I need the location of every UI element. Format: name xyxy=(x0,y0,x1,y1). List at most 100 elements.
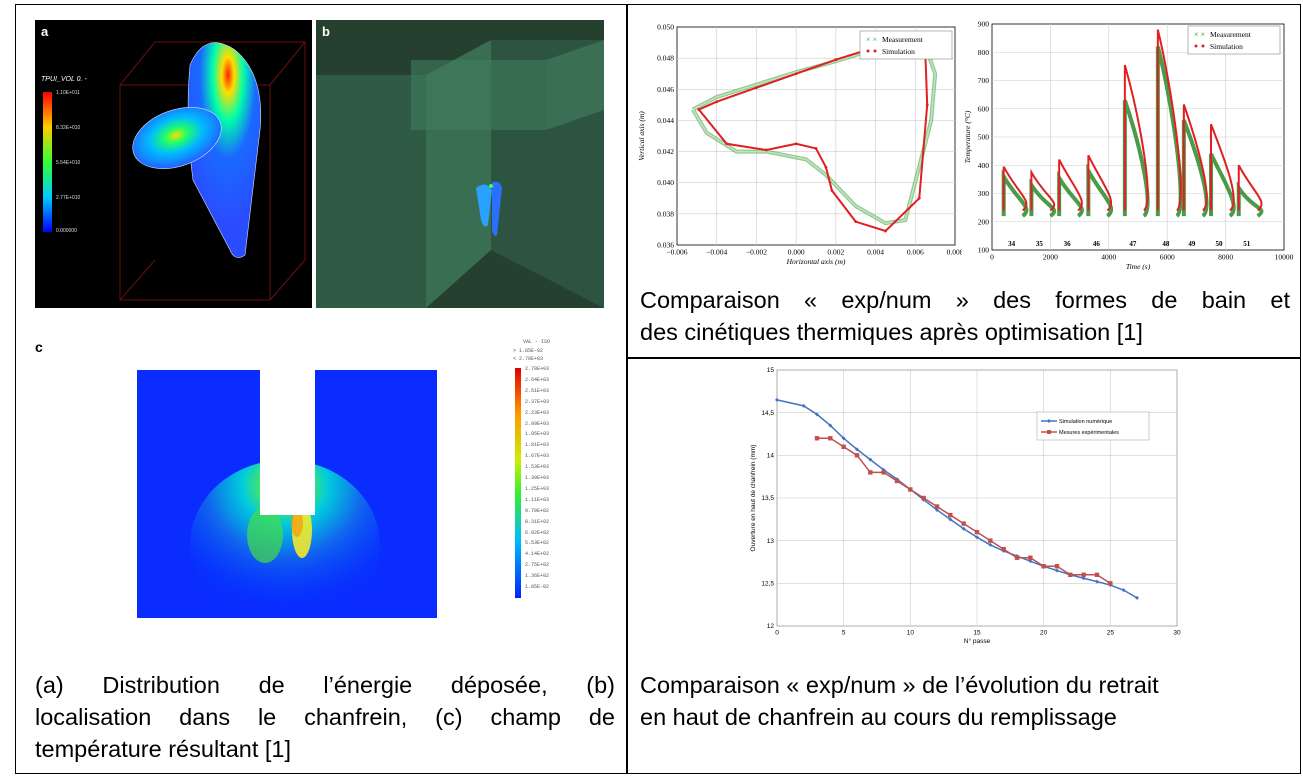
x-tick-label: 0.008 xyxy=(947,248,962,257)
pass-label: 46 xyxy=(1093,240,1101,248)
legend-box xyxy=(859,30,953,60)
x-tick-label: 10000 xyxy=(1275,253,1294,262)
measurement-point xyxy=(908,487,913,492)
simulation-point xyxy=(925,103,929,107)
simulation-point xyxy=(794,72,798,76)
legend-label: Simulation xyxy=(882,47,915,56)
simulation-point xyxy=(828,423,833,428)
panel-c-legend-value: 8.31E+02 xyxy=(525,518,550,525)
panel-c-legend-value: 2.23E+03 xyxy=(525,409,550,416)
x-tick-label: 0.004 xyxy=(867,248,884,257)
pass-label: 48 xyxy=(1162,240,1170,248)
y-tick-label: 14,5 xyxy=(761,410,774,417)
x-tick-label: 2000 xyxy=(1043,253,1058,262)
panel-c-temperature-field: c VAL - ISO > 1.85E-02 < 2.78E+03 2.78E+… xyxy=(35,335,615,625)
row-divider xyxy=(627,357,1301,359)
legend-label: Simulation xyxy=(1210,42,1243,51)
simulation-point xyxy=(824,165,828,169)
plot-area xyxy=(676,26,956,246)
y-tick-label: 700 xyxy=(978,76,990,85)
panel-c-legend-value: 1.67E+03 xyxy=(525,453,550,460)
x-tick-label: 5 xyxy=(842,630,846,637)
simulation-point xyxy=(917,196,921,200)
y-tick-label: 900 xyxy=(978,20,990,29)
x-tick-label: 10 xyxy=(907,630,915,637)
panel-c-legend-value: 1.25E+03 xyxy=(525,485,550,492)
x-tick-label: 30 xyxy=(1173,630,1181,637)
caption-left-line: localisation dans le chanfrein, (c) cham… xyxy=(35,704,615,730)
simulation-point xyxy=(1135,595,1139,600)
panel-c-legend-value: 2.51E+03 xyxy=(525,387,550,394)
measurement-point xyxy=(988,538,993,543)
y-tick-label: 12 xyxy=(767,623,775,630)
y-tick-label: 0.050 xyxy=(657,23,674,32)
y-tick-label: 100 xyxy=(978,246,990,255)
measurement-point xyxy=(1108,581,1113,586)
caption-right-bottom-line: Comparaison « exp/num » de l’évolution d… xyxy=(640,672,1159,698)
y-tick-label: 0.048 xyxy=(657,54,674,63)
measurement-point xyxy=(1068,572,1073,577)
x-axis-label: Horizontal axis (m) xyxy=(786,257,846,266)
legend-label: Simulation numérique xyxy=(1059,419,1112,425)
panel-c-legend-value: 1.53E+03 xyxy=(525,464,550,471)
simulation-point xyxy=(697,108,701,111)
y-tick-label: 13 xyxy=(767,538,775,545)
legend-marker xyxy=(866,49,870,53)
x-tick-label: 6000 xyxy=(1160,253,1175,262)
panel-c-legend-value: 5.53E+02 xyxy=(525,540,550,547)
measurement-point xyxy=(894,478,900,484)
panel-c-legend-value: 6.92E+02 xyxy=(525,529,550,536)
simulation-point xyxy=(755,86,758,90)
measurement-point xyxy=(1001,547,1006,552)
x-tick-label: −0.006 xyxy=(666,248,687,257)
panel-c-legend-value: 1.39E+03 xyxy=(525,475,550,481)
panel-a-color-scale xyxy=(43,92,52,232)
x-tick-label: 0 xyxy=(990,253,994,262)
panel-c-legend-value: 1.11E+03 xyxy=(525,496,550,503)
simulation-point xyxy=(725,142,729,146)
simulation-point xyxy=(830,189,834,192)
panel-c-legend-header: < 2.78E+03 xyxy=(513,356,544,362)
y-tick-label: 15 xyxy=(767,367,775,374)
panel-c-legend-value: 1.95E+03 xyxy=(525,431,550,438)
y-axis-label: Temperature (°C) xyxy=(963,110,972,163)
simulation-point xyxy=(948,517,953,522)
simulation-point xyxy=(814,147,818,150)
caption-right-top-line: des cinétiques thermiques après optimisa… xyxy=(640,319,1143,345)
pass-label: 51 xyxy=(1243,240,1251,248)
x-tick-label: −0.002 xyxy=(746,248,767,257)
panel-b-label: b xyxy=(322,24,330,39)
panel-c-legend-value: 1.36E+02 xyxy=(525,573,550,580)
y-tick-label: 0.036 xyxy=(657,241,674,250)
y-tick-label: 0.044 xyxy=(657,116,674,125)
y-tick-label: 600 xyxy=(978,104,990,113)
simulation-point xyxy=(1095,579,1099,584)
panel-a-title: TPUI_VOL 0. - xyxy=(41,76,87,83)
chart-thermal-kinetics: 0 2000 4000 6000 8000 10000 100 200 300 400 500 600… xyxy=(963,20,1294,270)
panel-c-legend-value: 9.70E+02 xyxy=(525,507,550,514)
pass-label: 36 xyxy=(1064,240,1072,248)
measurement-point xyxy=(1054,564,1060,569)
simulation-point xyxy=(935,507,939,512)
x-tick-label: 20 xyxy=(1040,630,1048,637)
legend-label: Measurement xyxy=(882,35,924,44)
panel-c-render xyxy=(137,368,521,625)
simulation-point xyxy=(975,535,979,540)
y-tick-label: 800 xyxy=(978,48,990,57)
simulation-point xyxy=(1081,576,1086,581)
x-tick-label: −0.004 xyxy=(706,248,727,257)
panel-b-render xyxy=(316,20,604,308)
measurement-line xyxy=(1001,46,1264,218)
panel-b-localisation: b xyxy=(316,20,604,308)
panel-a-energy-distribution: a TPUI_VOL 0. - 1.10E+011 8.32E+010 5.54… xyxy=(35,20,312,308)
simulation-point xyxy=(834,58,838,62)
legend-marker xyxy=(1194,44,1198,48)
legend-marker xyxy=(1047,419,1051,423)
figure-frame xyxy=(15,4,1301,774)
panel-a-legend-value: 0.000000 xyxy=(56,228,77,234)
x-tick-label: 15 xyxy=(973,630,981,637)
simulation-point xyxy=(961,526,966,531)
x-tick-label: 4000 xyxy=(1101,253,1116,262)
y-tick-label: 300 xyxy=(978,189,990,198)
measurement-point xyxy=(854,453,860,458)
